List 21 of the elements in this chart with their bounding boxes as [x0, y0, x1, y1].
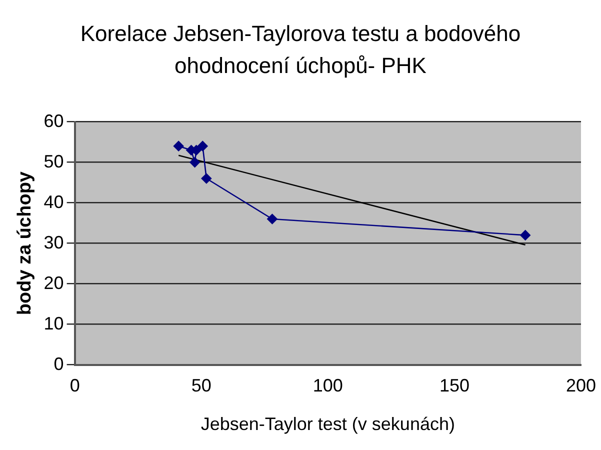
x-tick-label: 150	[439, 376, 470, 396]
point	[173, 140, 184, 152]
point	[267, 214, 278, 224]
x-tick-label: 50	[191, 376, 212, 396]
y-axis-title: body za úchopy	[14, 171, 36, 316]
y-tick-label: 50	[44, 151, 64, 172]
point	[520, 230, 530, 240]
point	[190, 157, 200, 168]
y-tick-label: 40	[44, 192, 64, 212]
y-tick-label: 60	[44, 110, 64, 131]
y-tick-label: 30	[44, 232, 64, 252]
y-tick-label: 10	[44, 313, 64, 334]
y-tick-label: 0	[54, 354, 64, 374]
x-axis-title: Jebsen-Taylor test (v sekunách)	[200, 414, 455, 434]
point	[201, 173, 212, 184]
point	[197, 140, 208, 152]
chart-title: Korelace Jebsen-Taylorova testu a bodového ohodnocení úchopů- PHK	[79, 20, 522, 80]
x-tick-label: 200	[566, 376, 596, 396]
y-tick-label: 20	[44, 272, 64, 293]
x-tick-label: 100	[312, 376, 343, 396]
x-tick-label: 0	[70, 376, 80, 396]
